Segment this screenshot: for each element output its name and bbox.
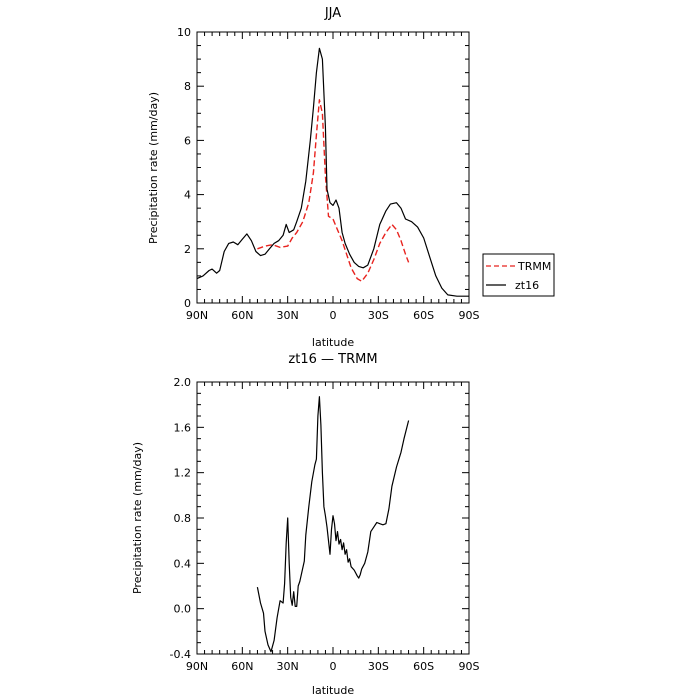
top-x-tick-label: 90S xyxy=(459,309,480,322)
legend-zt16-label: zt16 xyxy=(515,279,539,292)
top-x-tick-label: 30S xyxy=(368,309,389,322)
top-y-tick-label: 10 xyxy=(177,26,191,39)
bottom-x-tick-label: 0 xyxy=(330,660,337,673)
top-x-tick-label: 90N xyxy=(186,309,208,322)
top-x-tick-label: 60S xyxy=(413,309,434,322)
bottom-chart-x-axis-label: latitude xyxy=(312,684,354,697)
top-y-tick-label: 0 xyxy=(184,297,191,310)
top-chart-title: JJA xyxy=(324,6,341,21)
bottom-x-tick-label: 60N xyxy=(231,660,253,673)
top-y-tick-label: 8 xyxy=(184,80,191,93)
top-chart-y-axis-label: Precipitation rate (mm/day) xyxy=(147,92,160,244)
bottom-y-tick-label: 1.6 xyxy=(174,421,192,434)
legend-trmm-label: TRMM xyxy=(517,260,551,273)
bottom-x-tick-label: 90S xyxy=(459,660,480,673)
bottom-x-tick-label: 60S xyxy=(413,660,434,673)
bottom-y-tick-label: 2.0 xyxy=(174,376,192,389)
bottom-x-tick-label: 30S xyxy=(368,660,389,673)
bottom-chart-title: zt16 — TRMM xyxy=(288,352,377,367)
bottom-chart-y-axis-label: Precipitation rate (mm/day) xyxy=(131,442,144,594)
top-y-tick-label: 2 xyxy=(184,243,191,256)
top-series-line-trmm xyxy=(257,99,410,282)
top-chart-x-axis-label: latitude xyxy=(312,336,354,349)
top-x-tick-label: 60N xyxy=(231,309,253,322)
bottom-y-tick-label: 0.8 xyxy=(174,512,192,525)
bottom-y-tick-label: 1.2 xyxy=(174,467,192,480)
top-series-line-zt16 xyxy=(196,47,469,297)
bottom-y-tick-label: 0.4 xyxy=(174,557,192,570)
bottom-y-tick-label: -0.4 xyxy=(170,648,191,661)
legend: TRMM zt16 xyxy=(482,253,555,297)
legend-box xyxy=(482,253,555,297)
top-x-tick-label: 0 xyxy=(330,309,337,322)
top-y-tick-label: 4 xyxy=(184,189,191,202)
top-chart-panel: JJA latitude Precipitation rate (mm/day)… xyxy=(147,6,480,349)
top-x-tick-label: 30N xyxy=(277,309,299,322)
top-y-tick-label: 6 xyxy=(184,134,191,147)
bottom-chart-panel: zt16 — TRMM latitude Precipitation rate … xyxy=(131,352,480,697)
bottom-series-line-difference xyxy=(256,396,410,653)
bottom-x-tick-label: 30N xyxy=(277,660,299,673)
bottom-x-tick-label: 90N xyxy=(186,660,208,673)
top-plot-frame xyxy=(196,31,470,304)
bottom-y-tick-label: 0.0 xyxy=(174,603,192,616)
